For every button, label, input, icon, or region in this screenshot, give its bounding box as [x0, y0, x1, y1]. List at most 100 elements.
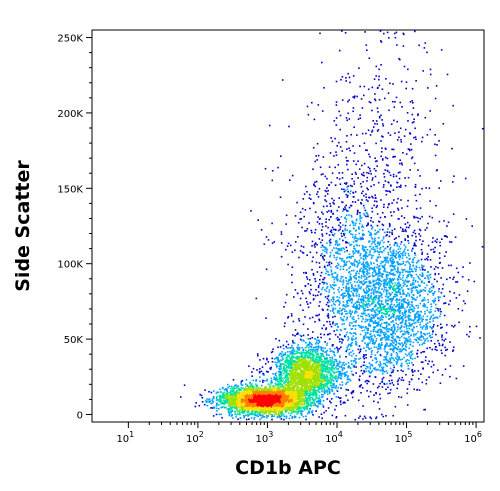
- data-point: [261, 391, 263, 394]
- data-point: [255, 380, 257, 382]
- data-point: [287, 408, 289, 410]
- data-point: [307, 385, 309, 388]
- data-point: [291, 398, 294, 401]
- data-point: [313, 371, 315, 374]
- data-point: [335, 405, 338, 407]
- data-point: [255, 385, 257, 388]
- data-point: [270, 379, 273, 382]
- data-point: [332, 380, 335, 382]
- data-point: [327, 393, 329, 395]
- data-point: [230, 407, 233, 410]
- data-point: [327, 407, 330, 409]
- data-point: [300, 404, 302, 406]
- data-point: [291, 417, 293, 419]
- data-point: [253, 403, 255, 405]
- data-point: [310, 348, 312, 351]
- data-point: [246, 414, 249, 416]
- data-point: [275, 356, 278, 359]
- data-point: [266, 416, 268, 419]
- data-point: [284, 404, 286, 406]
- data-point: [300, 371, 303, 373]
- data-point: [277, 370, 280, 373]
- data-point: [205, 401, 208, 403]
- data-point: [228, 399, 230, 402]
- data-point: [245, 379, 248, 381]
- data-point: [259, 414, 261, 416]
- data-point: [270, 395, 272, 398]
- data-point: [303, 398, 305, 400]
- data-point: [206, 400, 209, 403]
- data-point: [245, 403, 248, 406]
- data-point: [242, 407, 245, 410]
- data-point: [301, 399, 304, 401]
- data-point: [335, 396, 338, 398]
- data-point: [257, 394, 260, 397]
- data-point: [246, 395, 248, 398]
- data-point: [289, 402, 291, 405]
- data-point: [255, 401, 257, 404]
- data-point: [346, 376, 349, 378]
- data-point: [281, 396, 283, 399]
- data-point: [333, 386, 336, 389]
- data-point: [235, 396, 238, 398]
- data-point: [340, 387, 342, 389]
- data-point: [286, 355, 289, 358]
- data-point: [237, 391, 240, 394]
- data-point: [293, 363, 295, 365]
- data-point: [277, 404, 279, 407]
- data-point: [233, 386, 235, 388]
- data-point: [208, 398, 211, 400]
- data-point: [285, 361, 287, 363]
- data-point: [352, 374, 355, 376]
- data-point: [309, 345, 312, 348]
- data-point: [251, 400, 254, 402]
- data-point: [250, 390, 253, 393]
- data-point: [236, 409, 238, 412]
- data-point: [287, 399, 289, 401]
- data-point: [227, 409, 230, 411]
- data-point: [276, 396, 278, 398]
- data-point: [255, 414, 258, 417]
- data-point: [266, 396, 268, 399]
- data-point: [315, 410, 317, 412]
- data-point: [314, 351, 317, 353]
- data-point: [313, 378, 316, 381]
- data-point: [251, 405, 254, 408]
- data-point: [325, 390, 327, 393]
- data-point: [265, 395, 267, 397]
- data-point: [270, 405, 273, 408]
- data-point: [280, 418, 283, 420]
- data-point: [297, 360, 300, 363]
- data-point: [221, 416, 223, 419]
- data-point: [259, 414, 262, 417]
- data-point: [291, 361, 293, 364]
- data-point: [314, 398, 317, 401]
- data-point: [284, 353, 287, 356]
- data-point: [303, 407, 306, 410]
- data-point: [309, 366, 311, 368]
- data-point: [270, 366, 272, 369]
- data-point: [239, 406, 241, 408]
- data-point: [234, 402, 236, 405]
- data-point: [229, 387, 232, 390]
- data-point: [296, 389, 298, 391]
- data-point: [250, 387, 252, 390]
- data-point: [312, 393, 314, 396]
- data-point: [319, 403, 322, 405]
- data-point: [261, 415, 264, 417]
- data-point: [245, 414, 247, 417]
- data-point: [244, 399, 247, 402]
- data-point: [260, 410, 262, 412]
- data-point: [270, 377, 273, 380]
- data-point: [311, 375, 314, 377]
- data-point: [225, 406, 227, 409]
- data-point: [288, 347, 290, 349]
- data-point: [295, 404, 298, 407]
- data-point: [321, 362, 323, 364]
- data-point: [232, 379, 235, 381]
- data-point: [322, 406, 325, 408]
- data-point: [256, 387, 258, 390]
- data-point: [239, 401, 241, 404]
- data-point: [274, 373, 276, 376]
